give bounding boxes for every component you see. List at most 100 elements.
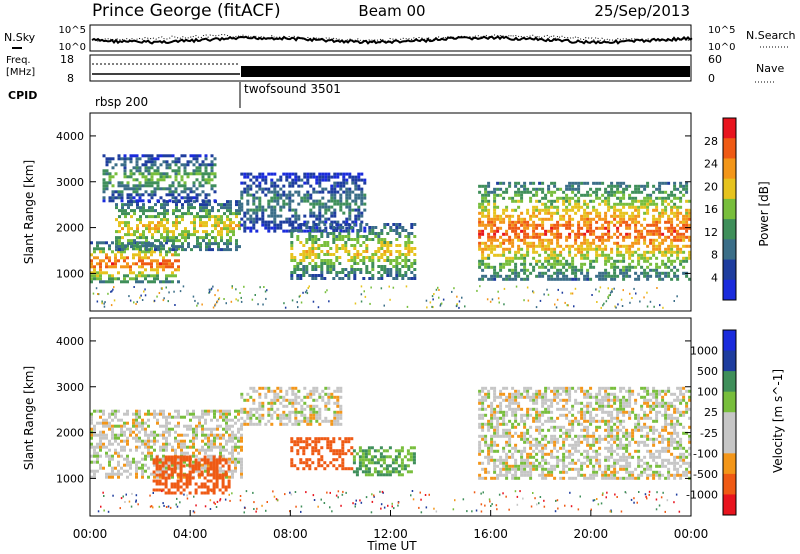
echo-cell	[493, 232, 497, 236]
echo-cell	[413, 268, 417, 271]
echo-cell	[622, 220, 626, 224]
echo-cell	[123, 274, 126, 278]
echo-cell	[628, 193, 632, 197]
echo-cell	[168, 291, 170, 294]
echo-cell	[589, 211, 593, 215]
echo-cell	[303, 395, 307, 399]
echo-cell	[273, 398, 277, 402]
echo-cell	[138, 271, 141, 275]
echo-cell	[199, 203, 202, 207]
echo-cell	[583, 214, 587, 218]
echo-cell	[484, 196, 488, 200]
echo-cell	[490, 437, 494, 441]
echo-cell	[288, 172, 292, 176]
echo-cell	[183, 439, 186, 443]
echo-cell	[165, 445, 168, 449]
echo-cell	[123, 277, 126, 281]
echo-cell	[135, 274, 138, 278]
echo-cell	[302, 256, 306, 259]
echo-cell	[505, 238, 509, 242]
echo-cell	[499, 416, 503, 420]
echo-cell	[239, 292, 241, 294]
echo-cell	[257, 303, 259, 306]
echo-cell	[279, 422, 283, 426]
noise-left-label: N.Sky	[4, 31, 36, 44]
echo-cell	[544, 193, 548, 197]
echo-cell	[156, 154, 160, 158]
echo-cell	[108, 256, 111, 260]
echo-cell	[324, 386, 328, 390]
echo-cell	[315, 181, 319, 185]
echo-cell	[179, 467, 183, 471]
echo-cell	[571, 277, 575, 281]
echo-cell	[153, 268, 156, 272]
echo-cell	[682, 259, 686, 263]
echo-cell	[126, 421, 129, 425]
echo-cell	[535, 250, 539, 254]
echo-cell	[276, 202, 280, 206]
echo-cell	[138, 439, 141, 443]
cpid-segment-1: rbsp 200	[95, 95, 148, 109]
echo-cell	[288, 220, 292, 224]
echo-cell	[231, 451, 234, 455]
echo-cell	[550, 241, 554, 245]
echo-cell	[157, 245, 160, 249]
echo-cell	[234, 421, 237, 425]
echo-cell	[670, 259, 674, 263]
echo-cell	[267, 220, 271, 224]
echo-cell	[164, 482, 168, 486]
echo-cell	[217, 218, 220, 222]
echo-cell	[685, 259, 689, 263]
echo-cell	[601, 223, 605, 227]
echo-cell	[162, 466, 165, 470]
echo-cell	[610, 190, 614, 194]
echo-cell	[538, 244, 542, 248]
echo-cell	[508, 217, 512, 221]
echo-cell	[141, 244, 144, 248]
echo-cell	[487, 247, 491, 251]
echo-cell	[622, 187, 626, 191]
echo-cell	[311, 241, 315, 244]
echo-cell	[625, 202, 629, 206]
echo-cell	[679, 238, 683, 242]
echo-cell	[655, 220, 659, 224]
echo-cell	[234, 448, 237, 452]
echo-cell	[388, 470, 392, 474]
echo-cell	[111, 424, 114, 428]
echo-cell	[133, 301, 135, 304]
echo-cell	[223, 224, 226, 228]
echo-cell	[598, 271, 602, 275]
echo-cell	[380, 229, 384, 232]
echo-cell	[290, 244, 294, 247]
echo-cell	[499, 214, 503, 218]
echo-cell	[490, 416, 494, 420]
echo-cell	[177, 457, 180, 461]
echo-cell	[330, 196, 334, 200]
echo-cell	[324, 401, 328, 405]
echo-cell	[341, 440, 345, 444]
echo-cell	[547, 259, 551, 263]
echo-cell	[240, 223, 244, 227]
echo-cell	[172, 236, 175, 240]
echo-cell	[628, 247, 632, 251]
echo-cell	[571, 259, 575, 263]
echo-cell	[363, 181, 367, 185]
echo-cell	[202, 224, 205, 228]
echo-cell	[121, 227, 124, 231]
echo-cell	[646, 202, 650, 206]
echo-cell	[221, 473, 225, 477]
echo-cell	[156, 172, 160, 176]
echo-cell	[613, 184, 617, 188]
echo-cell	[294, 172, 298, 176]
echo-band	[352, 446, 416, 477]
echo-cell	[338, 232, 342, 235]
echo-cell	[338, 277, 342, 280]
echo-cell	[508, 259, 512, 263]
echo-cell	[261, 413, 265, 417]
echo-cell	[186, 175, 190, 179]
echo-cell	[221, 482, 225, 486]
echo-cell	[489, 300, 492, 303]
echo-cell	[209, 461, 213, 465]
echo-cell	[220, 233, 223, 237]
echo-cell	[321, 389, 325, 393]
